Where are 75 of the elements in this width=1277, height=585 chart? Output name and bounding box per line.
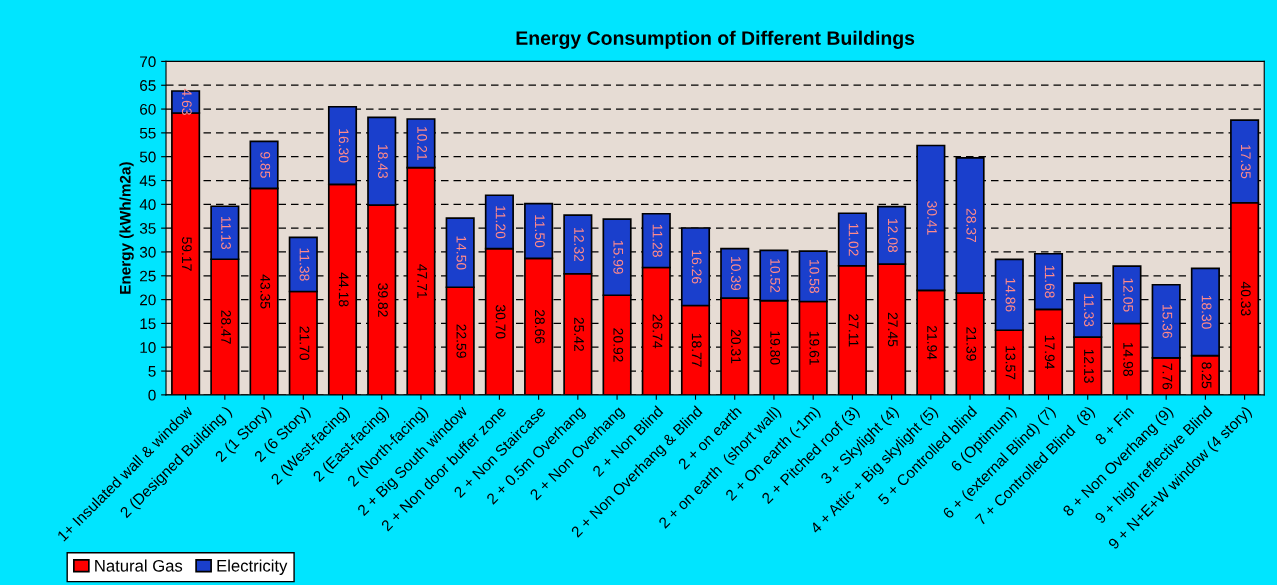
data-label: 16.30 [338, 129, 349, 163]
y-tick-label: 65 [140, 80, 156, 91]
data-label: 10.21 [417, 126, 428, 160]
data-label: 27.45 [887, 312, 898, 347]
data-label: 10.52 [770, 259, 781, 293]
data-label: 30.70 [495, 304, 506, 339]
data-label: 28.47 [221, 310, 231, 344]
data-label: 26.74 [652, 314, 663, 349]
y-tick-label: 40 [139, 199, 156, 211]
data-label: 30.41 [927, 201, 937, 235]
data-label: 16.26 [691, 250, 702, 284]
data-label: 11.13 [221, 216, 231, 249]
data-label: 22.59 [456, 324, 467, 358]
data-label: 15.36 [1162, 305, 1173, 339]
data-label: 27.11 [848, 314, 859, 347]
data-label: 15.99 [613, 240, 624, 274]
data-label: 8.25 [1201, 362, 1212, 389]
data-label: 4.63 [181, 88, 192, 115]
data-label: 13.57 [1005, 346, 1016, 380]
y-tick-label: 5 [148, 366, 156, 377]
y-tick-label: 70 [140, 56, 156, 68]
data-label: 28.37 [966, 208, 977, 243]
data-label: 18.30 [1201, 295, 1212, 329]
data-label: 20.31 [731, 329, 741, 364]
y-tick-label: 55 [139, 127, 156, 139]
data-label: 18.43 [378, 144, 388, 179]
data-label: 21.70 [299, 326, 310, 361]
data-label: 10.58 [809, 259, 820, 294]
legend-label: Natural Gas [95, 559, 183, 572]
data-label: 11.68 [1044, 265, 1055, 298]
data-label: 28.66 [534, 309, 545, 344]
data-label: 20.92 [613, 328, 624, 362]
data-label: 17.35 [1240, 145, 1251, 179]
data-label: 7.76 [1162, 363, 1173, 390]
data-label: 14.98 [1123, 342, 1134, 376]
y-tick-label: 15 [140, 318, 156, 330]
data-label: 12.08 [887, 219, 898, 253]
data-label: 11.02 [848, 223, 859, 256]
y-tick-label: 10 [140, 342, 156, 353]
data-label: 12.13 [1084, 349, 1094, 383]
data-label: 11.50 [534, 215, 545, 248]
data-label: 14.50 [456, 236, 467, 270]
y-axis-title: Energy (kWh/m2a) [119, 162, 134, 294]
y-tick-label: 20 [140, 294, 156, 306]
y-tick-label: 60 [140, 103, 156, 115]
data-label: 11.28 [652, 224, 663, 257]
chart-title: Energy Consumption of Different Buildings [516, 30, 915, 49]
y-tick-label: 45 [139, 175, 156, 187]
data-label: 14.86 [1005, 278, 1016, 312]
y-tick-label: 25 [140, 270, 156, 282]
data-label: 19.80 [770, 331, 781, 365]
data-label: 25.42 [574, 317, 584, 352]
data-label: 44.18 [338, 272, 349, 307]
legend-label: Electricity [217, 559, 288, 575]
data-label: 43.35 [260, 274, 271, 309]
data-label: 11.20 [495, 206, 506, 239]
y-tick-label: 30 [139, 246, 156, 258]
data-label: 18.77 [691, 333, 702, 367]
data-label: 21.39 [966, 327, 977, 361]
data-label: 12.05 [1123, 278, 1134, 312]
data-label: 12.32 [574, 228, 584, 262]
data-label: 21.94 [927, 325, 937, 360]
data-label: 10.39 [731, 257, 741, 291]
y-tick-label: 50 [139, 151, 156, 163]
y-tick-label: 0 [148, 389, 156, 401]
data-label: 59.17 [181, 237, 192, 271]
data-label: 40.33 [1240, 281, 1251, 316]
data-label: 11.38 [299, 248, 310, 281]
data-label: 47.71 [417, 264, 427, 298]
data-label: 17.94 [1044, 335, 1055, 370]
data-label: 11.33 [1084, 294, 1094, 327]
data-label: 9.85 [260, 152, 271, 178]
data-label: 39.82 [378, 283, 388, 317]
y-tick-label: 35 [139, 223, 156, 234]
data-label: 19.61 [809, 331, 820, 365]
